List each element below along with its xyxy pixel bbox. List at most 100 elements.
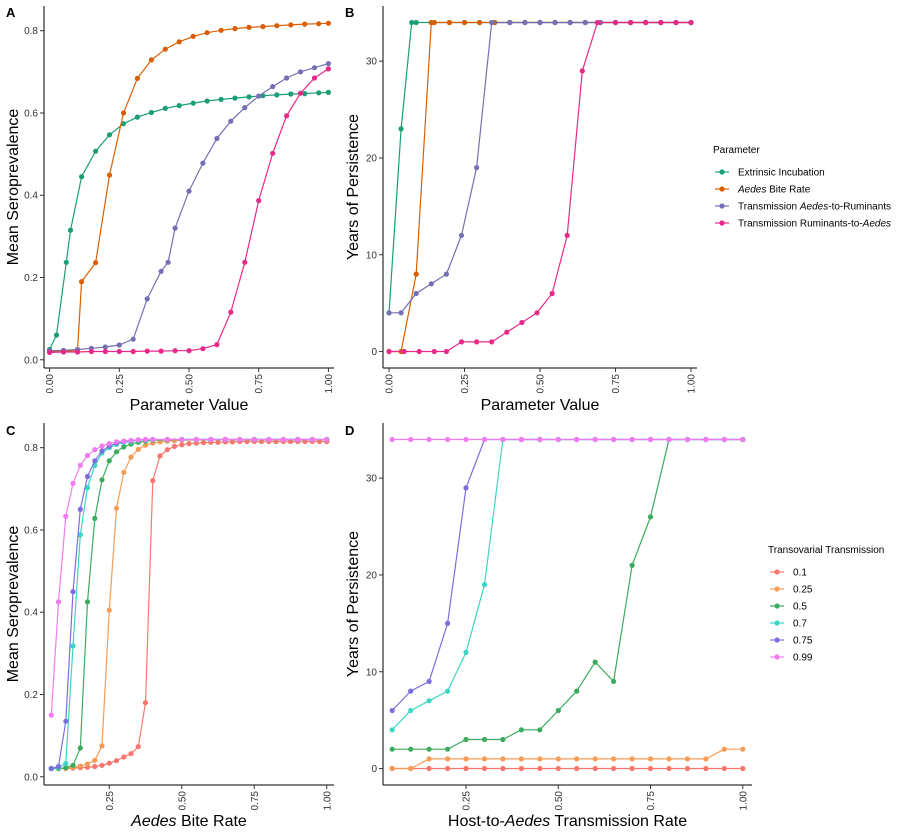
legend-entry: Aedes Bite Rate [715, 185, 811, 196]
data-point [214, 342, 220, 348]
series-0-5 [48, 436, 330, 772]
text-part: Bite Rate [766, 185, 810, 196]
data-point [534, 310, 540, 316]
data-point [55, 763, 62, 770]
data-point [246, 24, 252, 30]
legend-entry: Transmission Ruminants-to-Aedes [715, 219, 891, 230]
data-point [311, 65, 318, 71]
data-point [121, 754, 127, 760]
data-point [564, 232, 570, 238]
legend-label: Aedes Bite Rate [737, 185, 811, 196]
data-point [142, 442, 149, 448]
data-point [481, 436, 488, 443]
data-point [537, 19, 543, 26]
data-point [135, 437, 141, 443]
data-point [200, 440, 207, 446]
data-point [309, 436, 315, 443]
data-point [389, 707, 395, 714]
series-aedes-bite-rate [47, 20, 331, 355]
data-point [443, 348, 449, 355]
legend-label: Extrinsic Incubation [738, 168, 825, 179]
data-point [200, 160, 206, 166]
data-point [461, 19, 468, 26]
data-point [99, 762, 105, 768]
data-point [647, 436, 654, 443]
data-point [316, 90, 322, 96]
data-point [63, 513, 69, 520]
legend-key-dot [774, 654, 780, 660]
data-point [443, 271, 449, 277]
data-point [445, 688, 451, 694]
text-part: Transmission Ruminants-to- [738, 219, 863, 230]
data-point [643, 19, 649, 26]
data-point [574, 765, 580, 772]
data-point [629, 562, 635, 568]
legend-label: Transmission Aedes-to-Ruminants [738, 202, 891, 213]
panel-D: D 0 10 20 30 0.25 0.50 0.75 1.00 Host-to-Aedes Tr… [345, 423, 752, 830]
data-point [186, 188, 192, 194]
series-extrinsic-incubation [386, 19, 694, 316]
series-0-7 [389, 436, 746, 733]
series-line [51, 438, 327, 770]
data-point [426, 765, 432, 772]
y-axis-title: Years of Persistence [345, 531, 362, 677]
data-point [518, 436, 525, 443]
data-point [88, 348, 94, 355]
legend-key-dot [774, 603, 780, 609]
data-point [135, 446, 141, 452]
text-part: Aedes [737, 185, 766, 196]
data-point [398, 126, 404, 132]
data-point [389, 436, 395, 443]
y-tick-label: 0.0 [24, 772, 38, 783]
data-point [106, 441, 112, 447]
data-point [592, 756, 598, 762]
legend-key-dot [774, 620, 780, 626]
data-point [232, 26, 238, 32]
data-point [703, 756, 709, 762]
text-part: Aedes [504, 813, 550, 830]
data-point [431, 348, 437, 355]
data-point [63, 259, 69, 265]
data-point [148, 109, 154, 116]
data-point [537, 436, 543, 443]
data-point [218, 27, 224, 33]
data-point [518, 765, 525, 772]
data-point [287, 438, 294, 445]
data-point [413, 271, 419, 277]
data-point [164, 436, 170, 443]
data-point [549, 290, 555, 297]
data-point [162, 105, 168, 111]
data-point [92, 447, 98, 453]
series-line [49, 22, 329, 353]
data-point [242, 259, 248, 265]
data-point [171, 438, 178, 444]
legend-entry: 0.1 [770, 568, 807, 579]
legend-label: Transmission Ruminants-to-Aedes [738, 219, 891, 230]
data-point [445, 436, 451, 443]
y-tick-label: 30 [366, 474, 378, 485]
series-0-5 [389, 436, 746, 752]
data-point [84, 473, 91, 480]
series-0-1 [48, 438, 330, 772]
y-tick-label: 0.4 [24, 608, 38, 619]
series-transmission-aedes-to-ruminants [386, 19, 694, 316]
series-transmission-ruminants-to-aedes [386, 19, 694, 355]
data-point [537, 765, 543, 772]
data-point [284, 113, 290, 119]
data-point [325, 89, 331, 95]
series-0-75 [48, 436, 330, 772]
y-tick-label: 0.2 [24, 690, 38, 701]
data-point [77, 462, 83, 468]
series-line [392, 438, 743, 750]
data-point [684, 765, 691, 772]
text-part: Host-to- [448, 813, 505, 830]
data-point [500, 765, 506, 772]
data-point [176, 39, 182, 45]
legend-label: 0.25 [793, 585, 813, 596]
data-point [684, 756, 691, 762]
y-tick-label: 0.4 [24, 191, 38, 202]
legend-key-dot [774, 569, 780, 575]
text-part: Aedes [862, 219, 891, 230]
data-point [84, 761, 91, 767]
data-point [463, 649, 469, 656]
